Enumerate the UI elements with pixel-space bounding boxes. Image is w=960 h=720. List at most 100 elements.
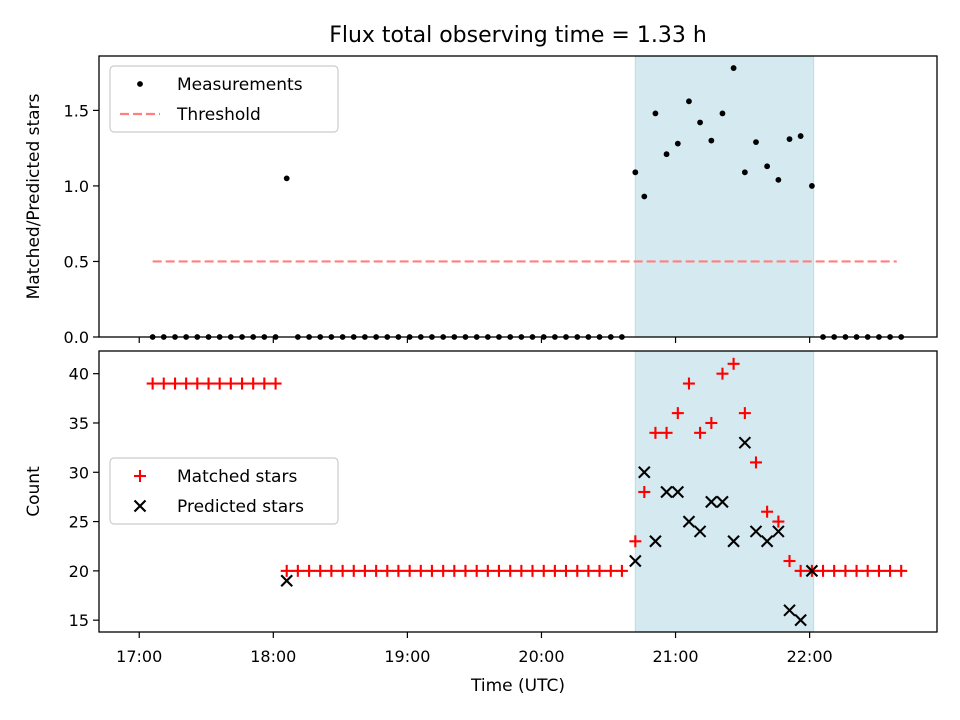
counts-point-0-30 bbox=[481, 564, 494, 577]
counts-point-1-2-b bbox=[638, 466, 651, 479]
ratio-point-0-43 bbox=[632, 169, 639, 176]
counts-point-0-31 bbox=[492, 564, 505, 577]
counts-point-0-36 bbox=[548, 564, 561, 577]
ratio-point-0-56 bbox=[775, 176, 782, 183]
counts-point-1-16 bbox=[794, 613, 807, 627]
counts-point-1-0 bbox=[280, 574, 293, 587]
counts-series-plus bbox=[146, 357, 908, 577]
counts-point-1-7 bbox=[693, 525, 707, 538]
counts-point-0-51 bbox=[716, 367, 729, 380]
counts-point-1-5-b bbox=[671, 485, 685, 499]
counts-legend-marker-1-b bbox=[133, 499, 147, 513]
counts-point-1-8-b bbox=[705, 495, 718, 509]
counts-y-axis-label: Count bbox=[24, 466, 44, 517]
counts-point-0-39 bbox=[582, 564, 595, 577]
ratio-point-0-53 bbox=[741, 169, 748, 176]
counts-point-0-24 bbox=[414, 564, 427, 577]
counts-point-0-67 bbox=[895, 564, 908, 577]
counts-ytick-label-2: 25 bbox=[69, 513, 89, 532]
counts-point-0-54 bbox=[749, 456, 762, 469]
ratio-ytick-label-2: 1.0 bbox=[64, 177, 89, 196]
counts-point-1-8 bbox=[705, 495, 718, 509]
counts-point-1-0-b bbox=[280, 574, 293, 587]
counts-point-0-8 bbox=[236, 377, 249, 390]
counts-point-0-18 bbox=[347, 564, 360, 577]
counts-point-0-14 bbox=[303, 564, 316, 577]
counts-point-1-4-b bbox=[660, 485, 673, 499]
counts-point-0-66 bbox=[884, 564, 897, 577]
counts-point-0-49 bbox=[694, 426, 707, 439]
ratio-point-0-50 bbox=[708, 137, 715, 144]
counts-point-0-20 bbox=[370, 564, 383, 577]
counts-point-1-3-b bbox=[649, 535, 662, 548]
ratio-point-0-55 bbox=[764, 163, 771, 170]
counts-point-0-0 bbox=[146, 377, 159, 390]
counts-point-0-47 bbox=[671, 407, 684, 420]
counts-point-1-6-b bbox=[682, 515, 696, 528]
counts-point-1-12-b bbox=[749, 525, 763, 538]
counts-point-0-22 bbox=[392, 564, 405, 577]
counts-point-0-38 bbox=[571, 564, 584, 577]
ratio-point-0-57 bbox=[786, 136, 793, 142]
counts-point-0-64 bbox=[861, 564, 874, 577]
ratio-legend-label-1: Threshold bbox=[176, 105, 261, 125]
counts-point-0-33 bbox=[515, 564, 528, 577]
counts-point-1-9 bbox=[716, 495, 729, 509]
counts-point-0-40 bbox=[593, 564, 606, 577]
counts-point-0-19 bbox=[358, 564, 371, 577]
ratio-shaded-interval bbox=[634, 55, 815, 338]
counts-point-1-2 bbox=[638, 466, 651, 479]
counts-point-1-11 bbox=[738, 436, 752, 449]
counts-point-1-3 bbox=[649, 535, 662, 548]
counts-point-0-42 bbox=[615, 564, 628, 577]
counts-legend-marker-1 bbox=[133, 499, 147, 513]
counts-point-1-14 bbox=[772, 525, 785, 538]
counts-point-0-58 bbox=[794, 564, 807, 577]
counts-point-0-17 bbox=[336, 564, 349, 577]
ratio-point-0-47 bbox=[674, 140, 681, 147]
counts-point-1-16-b bbox=[794, 613, 807, 627]
counts-point-0-11 bbox=[269, 377, 282, 390]
counts-point-0-46 bbox=[660, 426, 673, 439]
ratio-ytick-label-3: 1.5 bbox=[64, 101, 89, 120]
counts-point-0-61 bbox=[828, 564, 841, 577]
ratio-series-dot bbox=[149, 65, 905, 340]
counts-point-0-26 bbox=[437, 564, 450, 577]
xtick-label-4: 21:00 bbox=[652, 647, 698, 666]
counts-point-0-4 bbox=[191, 377, 204, 390]
counts-point-0-37 bbox=[560, 564, 573, 577]
counts-point-0-21 bbox=[381, 564, 394, 577]
ratio-point-0-51 bbox=[719, 110, 726, 117]
counts-point-0-28 bbox=[459, 564, 472, 577]
counts-legend-label-1: Predicted stars bbox=[177, 497, 304, 517]
counts-point-0-29 bbox=[470, 564, 483, 577]
ratio-point-0-45 bbox=[652, 110, 659, 117]
counts-point-0-48 bbox=[682, 377, 695, 390]
counts-point-0-6 bbox=[213, 377, 226, 390]
counts-point-0-41 bbox=[604, 564, 617, 577]
counts-point-1-5 bbox=[671, 485, 685, 499]
ratio-point-0-54 bbox=[753, 139, 759, 146]
x-axis-label: Time (UTC) bbox=[470, 676, 565, 696]
ratio-legend-label-0: Measurements bbox=[177, 75, 303, 95]
counts-point-1-6 bbox=[682, 515, 696, 528]
counts-shaded-interval bbox=[634, 350, 815, 633]
counts-point-0-45 bbox=[649, 426, 662, 439]
counts-point-0-15 bbox=[314, 564, 327, 577]
counts-point-0-53 bbox=[738, 407, 751, 420]
counts-point-0-63 bbox=[850, 564, 863, 577]
counts-point-1-10 bbox=[727, 535, 740, 548]
counts-point-1-11-b bbox=[738, 436, 752, 449]
counts-point-0-52 bbox=[727, 357, 740, 370]
counts-point-0-1 bbox=[157, 377, 170, 390]
xtick-label-1: 18:00 bbox=[250, 647, 296, 666]
counts-ytick-label-5: 40 bbox=[69, 365, 89, 384]
counts-legend-label-0: Matched stars bbox=[177, 467, 297, 487]
ratio-point-0-52 bbox=[730, 65, 737, 71]
ratio-point-0-49 bbox=[697, 119, 703, 126]
counts-point-0-60 bbox=[817, 564, 830, 577]
ratio-legend-marker-0 bbox=[137, 81, 143, 87]
counts-point-0-13 bbox=[291, 564, 304, 577]
counts-point-0-5 bbox=[202, 377, 215, 390]
